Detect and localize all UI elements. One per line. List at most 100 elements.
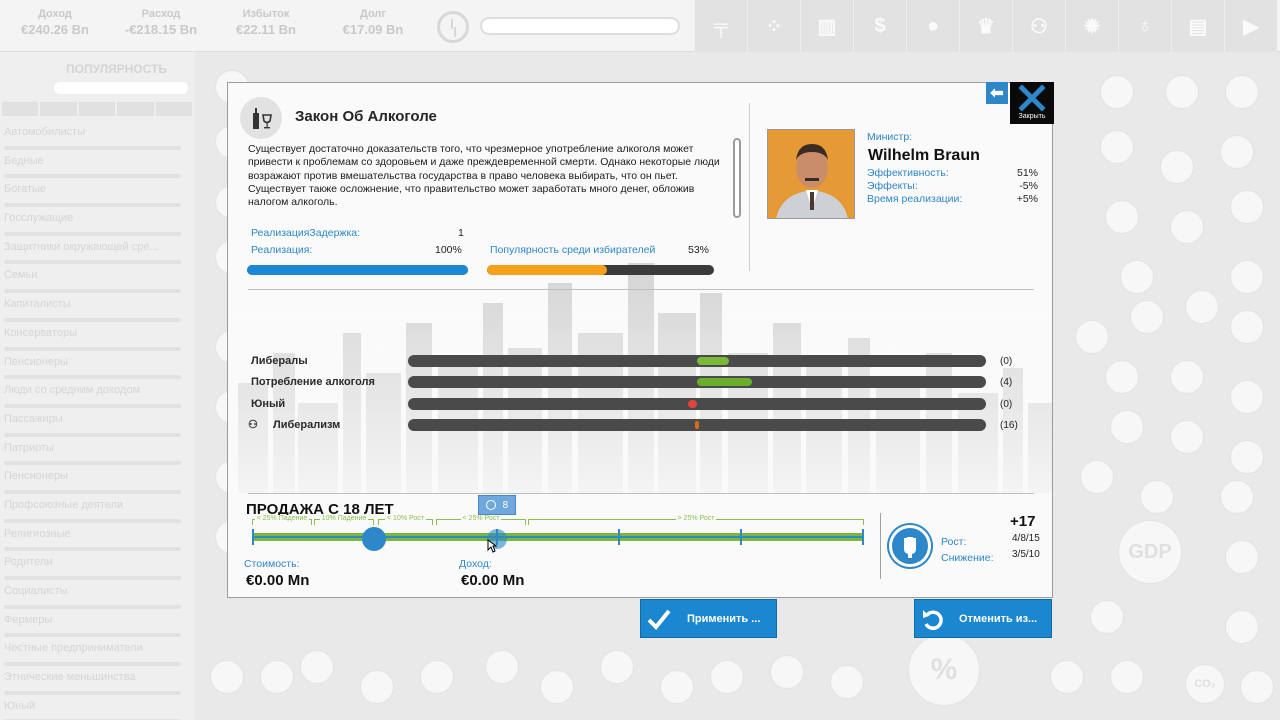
policy-node-icon[interactable]	[1220, 135, 1254, 169]
policy-node-icon[interactable]	[1240, 670, 1274, 704]
policy-node-icon[interactable]	[770, 655, 804, 689]
policy-node-icon[interactable]	[1105, 200, 1139, 234]
sidebar-voter-group[interactable]: Автомобилисты	[0, 124, 195, 153]
cancel-changes-button[interactable]: Отменить из...	[914, 599, 1052, 638]
policy-node-icon[interactable]	[540, 670, 574, 704]
policy-node-icon[interactable]	[1170, 420, 1204, 454]
voter-group-label: Этнические меньшинства	[4, 671, 136, 684]
filter-tab[interactable]	[117, 102, 154, 116]
policy-node-icon[interactable]	[1160, 150, 1194, 184]
policy-node-icon[interactable]	[1075, 320, 1109, 354]
effect-label[interactable]: Юный	[251, 398, 286, 410]
policy-node-icon[interactable]	[1230, 310, 1264, 344]
filter-tab[interactable]	[40, 102, 77, 116]
sidebar-voter-group[interactable]: Госслужащие	[0, 210, 195, 239]
description-scrollbar[interactable]	[733, 138, 741, 218]
effect-bar[interactable]	[408, 419, 986, 431]
policy-node-icon[interactable]	[1120, 260, 1154, 294]
close-button[interactable]: Закрыть	[1010, 82, 1054, 124]
effect-bar[interactable]	[408, 376, 986, 388]
apply-button[interactable]: Применить ...	[640, 599, 777, 638]
award-icon[interactable]: ♁	[1118, 0, 1171, 52]
effect-label[interactable]: Потребление алкоголя	[251, 376, 375, 388]
effect-bar[interactable]	[408, 355, 986, 367]
sidebar-voter-group[interactable]: Социалисты	[0, 583, 195, 612]
policy-node-icon[interactable]	[300, 650, 334, 684]
policy-node-icon[interactable]	[420, 660, 454, 694]
policy-node-icon[interactable]	[1230, 380, 1264, 414]
effect-label[interactable]: Либералы	[251, 355, 308, 367]
minister-portrait[interactable]	[767, 129, 855, 219]
policy-node-icon[interactable]	[485, 650, 519, 684]
policy-node-icon[interactable]	[1080, 460, 1114, 494]
sidebar-voter-group[interactable]: Пассажиры	[0, 411, 195, 440]
group-icon[interactable]: ⚇	[1012, 0, 1065, 52]
policy-node-icon[interactable]	[1170, 360, 1204, 394]
back-button[interactable]: ⬅	[986, 82, 1008, 104]
policy-node-icon[interactable]	[360, 670, 394, 704]
sidebar-voter-group[interactable]: Патриоты	[0, 440, 195, 469]
sidebar-voter-group[interactable]: Честные предприниматели	[0, 640, 195, 669]
bulb-icon[interactable]: ●	[906, 0, 959, 52]
chart-icon[interactable]: ▥	[800, 0, 853, 52]
policy-node-icon[interactable]	[660, 670, 694, 704]
gdp-icon[interactable]: GDP	[1118, 520, 1182, 584]
policy-node-icon[interactable]	[1165, 75, 1199, 109]
gear-icon[interactable]: ✹	[1065, 0, 1118, 52]
slider-knob[interactable]	[362, 527, 387, 551]
policy-node-icon[interactable]	[1100, 130, 1134, 164]
filter-tab[interactable]	[2, 102, 39, 116]
policy-node-icon[interactable]	[1230, 190, 1264, 224]
sidebar-voter-group[interactable]: Фермеры	[0, 612, 195, 641]
sidebar-voter-group[interactable]: Консерваторы	[0, 325, 195, 354]
percent-icon[interactable]: %	[908, 634, 980, 706]
policy-node-icon[interactable]	[1225, 75, 1259, 109]
trophy-icon[interactable]: ♛	[959, 0, 1012, 52]
gun-icon[interactable]: ╤	[694, 0, 747, 52]
sidebar-voter-group[interactable]: Люди со средним доходом	[0, 382, 195, 411]
sidebar-voter-group[interactable]: Капиталисты	[0, 296, 195, 325]
policy-node-icon[interactable]	[1230, 260, 1264, 294]
co2-icon[interactable]: CO₂	[1185, 664, 1225, 704]
sidebar-voter-group[interactable]: Религиозные	[0, 526, 195, 555]
play-icon[interactable]: ▶	[1224, 0, 1277, 52]
policy-node-icon[interactable]	[1170, 210, 1204, 244]
sidebar-voter-group[interactable]: Бедные	[0, 153, 195, 182]
people-icon[interactable]: ⁘	[747, 0, 800, 52]
filter-tab[interactable]	[155, 102, 193, 116]
sidebar-voter-group[interactable]: Этнические меньшинства	[0, 669, 195, 698]
policy-node-icon[interactable]	[1130, 300, 1164, 334]
dollar-icon[interactable]: $	[853, 0, 906, 52]
policy-node-icon[interactable]	[1110, 660, 1144, 694]
policy-node-icon[interactable]	[830, 665, 864, 699]
filter-tab[interactable]	[78, 102, 116, 116]
document-icon[interactable]: ▤	[1171, 0, 1224, 52]
sidebar-voter-group[interactable]: Защитники окружающей сре...	[0, 239, 195, 268]
sidebar-voter-group[interactable]: Профсоюзные деятели	[0, 497, 195, 526]
sidebar-voter-group[interactable]: Родители	[0, 554, 195, 583]
policy-node-icon[interactable]	[1230, 440, 1264, 474]
sidebar-voter-group[interactable]: Пенсионеры	[0, 468, 195, 497]
policy-node-icon[interactable]	[1105, 360, 1139, 394]
sidebar-voter-group[interactable]: Богатые	[0, 181, 195, 210]
sidebar-voter-group[interactable]: Юный	[0, 698, 195, 720]
policy-node-icon[interactable]	[1100, 75, 1134, 109]
sidebar-voter-group[interactable]: Семьи	[0, 267, 195, 296]
sidebar-filter-tabs[interactable]	[2, 102, 193, 116]
policy-node-icon[interactable]	[1220, 480, 1254, 514]
effect-bar[interactable]	[408, 398, 986, 410]
policy-node-icon[interactable]	[1140, 480, 1174, 514]
policy-node-icon[interactable]	[210, 660, 244, 694]
policy-node-icon[interactable]	[1225, 610, 1259, 644]
sidebar-voter-group[interactable]: Пенсионеры	[0, 354, 195, 383]
policy-node-icon[interactable]	[1050, 660, 1084, 694]
policy-node-icon[interactable]	[1185, 290, 1219, 324]
effect-label[interactable]: Либерализм	[273, 419, 341, 431]
policy-node-icon[interactable]	[1225, 540, 1259, 574]
policy-node-icon[interactable]	[1110, 410, 1144, 444]
policy-node-icon[interactable]	[1090, 600, 1124, 634]
clock-icon[interactable]	[437, 11, 469, 43]
policy-node-icon[interactable]	[600, 650, 634, 684]
policy-node-icon[interactable]	[260, 660, 294, 694]
policy-node-icon[interactable]	[710, 660, 744, 694]
